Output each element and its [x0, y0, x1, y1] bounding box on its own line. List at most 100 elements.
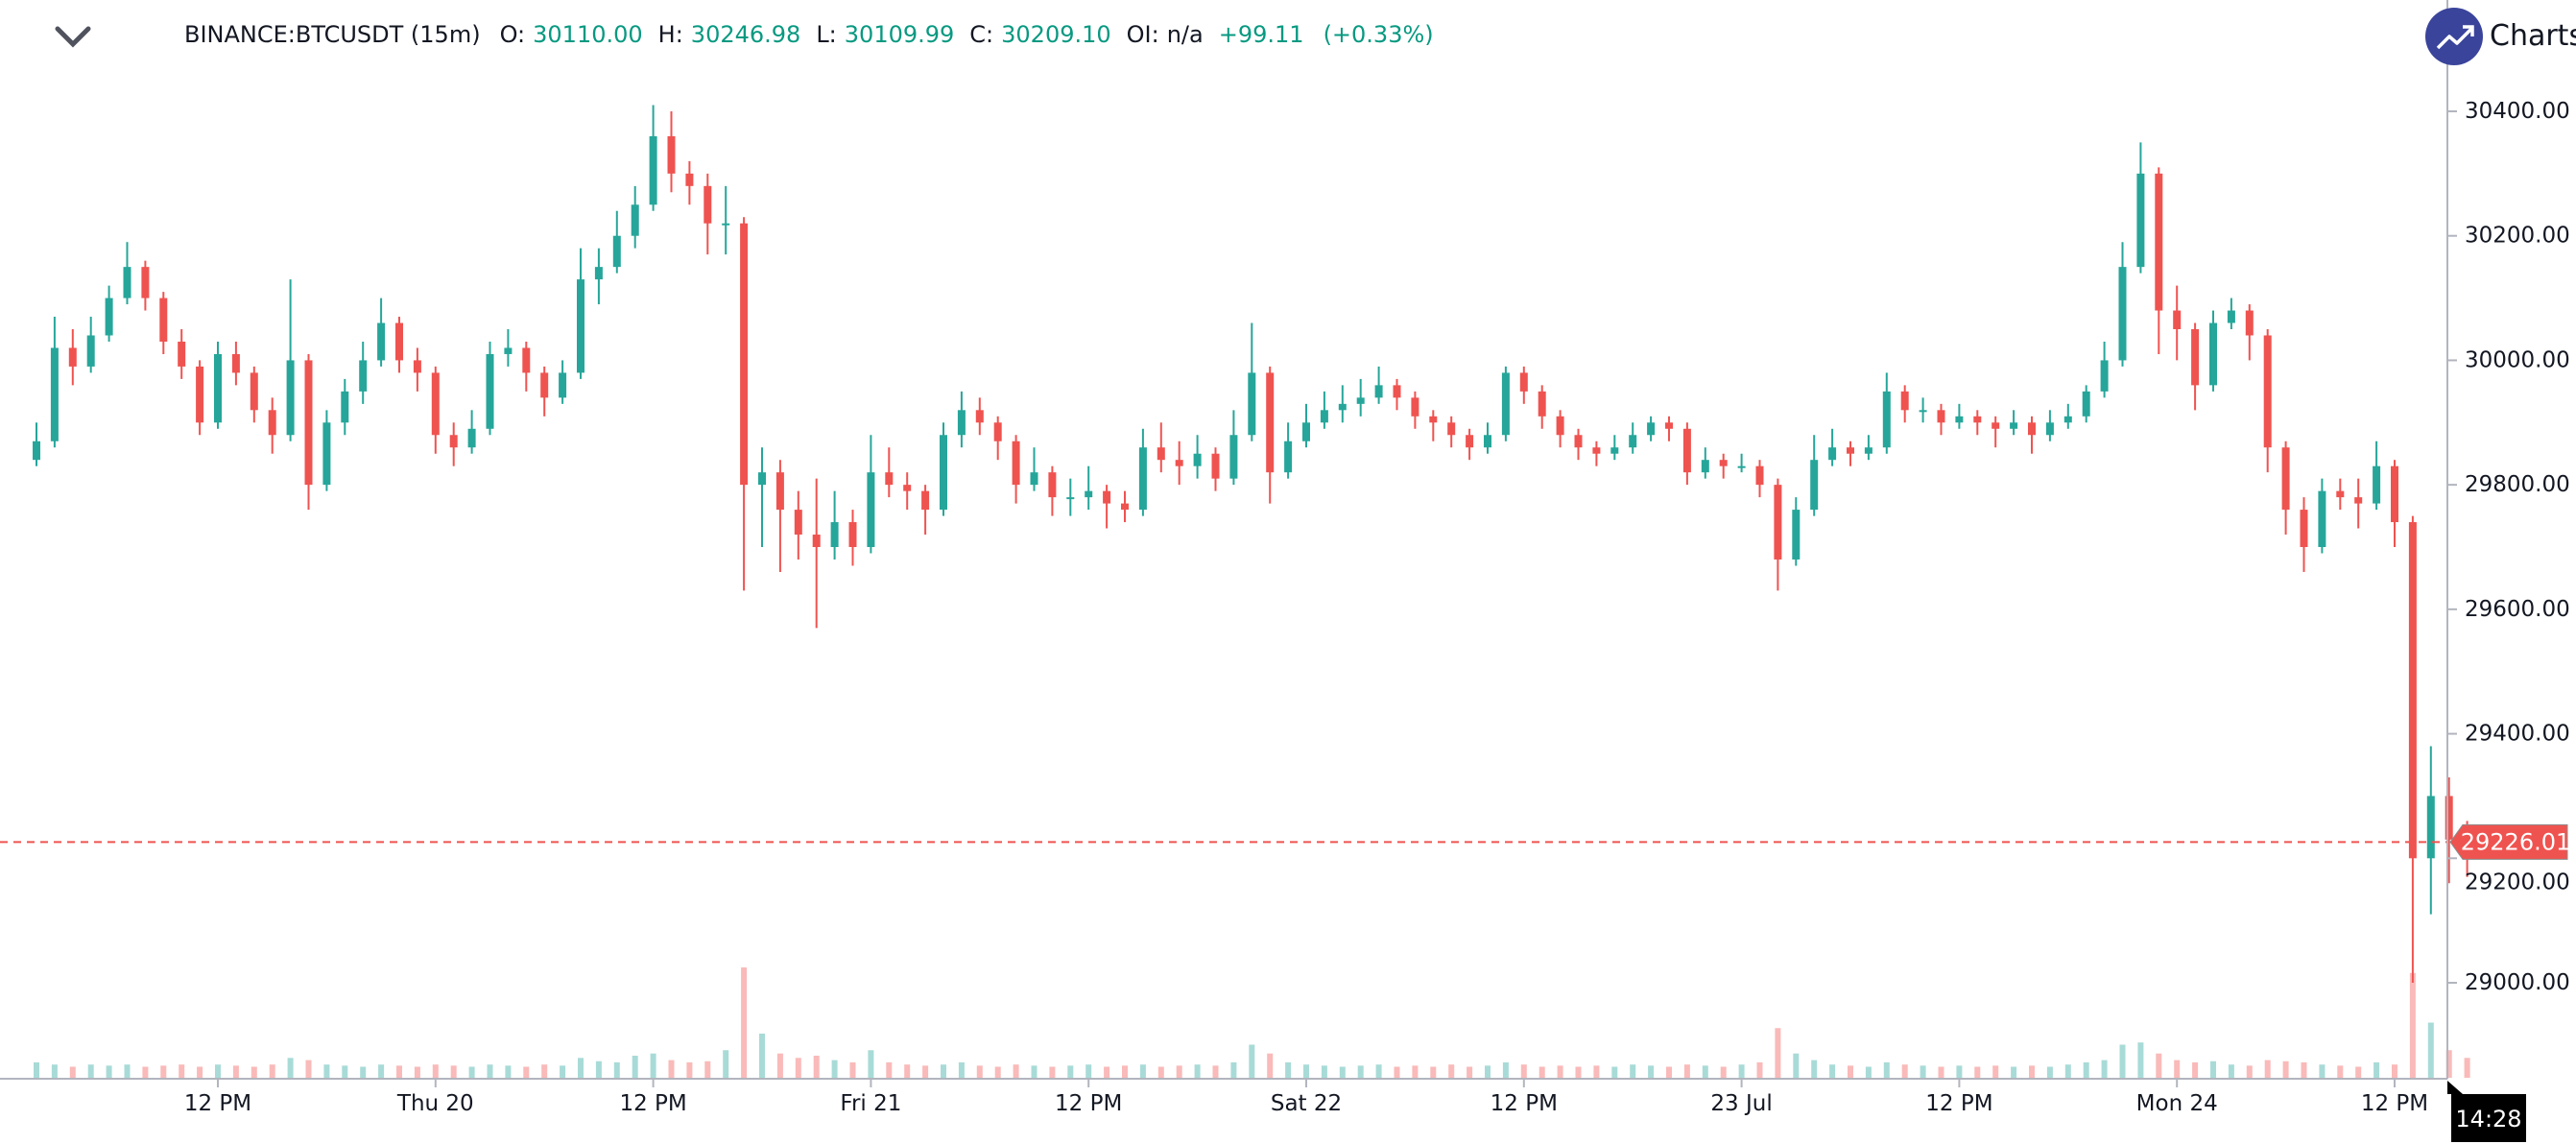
candle[interactable] — [1484, 422, 1491, 454]
candle[interactable] — [1755, 460, 1764, 498]
candle[interactable] — [885, 447, 894, 498]
candle[interactable] — [1193, 435, 1202, 479]
candle[interactable] — [2118, 242, 2127, 367]
candle[interactable] — [1629, 422, 1637, 454]
candle[interactable] — [1302, 403, 1310, 448]
candle[interactable] — [1592, 441, 1601, 466]
candle[interactable] — [812, 478, 821, 629]
candle[interactable] — [105, 285, 113, 342]
candle[interactable] — [559, 360, 567, 404]
candle[interactable] — [2227, 298, 2235, 329]
candle[interactable] — [1556, 410, 1564, 448]
candle[interactable] — [1374, 366, 1383, 404]
candle[interactable] — [848, 510, 857, 566]
candle[interactable] — [1393, 378, 1401, 411]
candle[interactable] — [50, 317, 59, 448]
candle[interactable] — [1211, 447, 1220, 491]
candle[interactable] — [268, 397, 276, 454]
candle[interactable] — [1900, 385, 1909, 423]
candle[interactable] — [2010, 410, 2018, 436]
candle[interactable] — [1774, 478, 1782, 591]
candle[interactable] — [1937, 403, 1945, 436]
candle[interactable] — [141, 260, 150, 311]
candle[interactable] — [1719, 453, 1728, 479]
candle[interactable] — [794, 490, 802, 560]
symbol-label[interactable]: BINANCE:BTCUSDT (15m) — [184, 21, 481, 48]
candle[interactable] — [1447, 416, 1456, 448]
time-axis[interactable]: 12 PM Thu 20 12 PM Fri 21 12 PM Sat 22 12 PM 23… — [184, 1079, 2428, 1116]
candle[interactable] — [1229, 410, 1238, 486]
candle[interactable] — [1320, 391, 1328, 429]
candle[interactable] — [1048, 465, 1057, 516]
candle[interactable] — [830, 490, 839, 560]
candle[interactable] — [2336, 478, 2345, 511]
candle[interactable] — [2300, 497, 2308, 572]
candle[interactable] — [1121, 490, 1129, 523]
candle[interactable] — [377, 298, 386, 367]
candle[interactable] — [1864, 435, 1872, 461]
candle[interactable] — [395, 317, 403, 373]
candle[interactable] — [758, 447, 766, 547]
candle[interactable] — [2445, 776, 2453, 884]
candle[interactable] — [522, 341, 531, 392]
candle[interactable] — [993, 416, 1002, 461]
candle[interactable] — [2100, 341, 2109, 398]
candle[interactable] — [667, 111, 676, 193]
candle[interactable] — [2045, 410, 2054, 441]
candle[interactable] — [1284, 422, 1293, 479]
candle[interactable] — [1175, 441, 1183, 486]
candle[interactable] — [1610, 435, 1619, 461]
candle[interactable] — [1574, 428, 1583, 461]
candle[interactable] — [486, 341, 494, 436]
candle[interactable] — [1973, 410, 1982, 436]
candle[interactable] — [159, 292, 168, 354]
candle[interactable] — [68, 329, 77, 386]
candle[interactable] — [1266, 366, 1275, 504]
candle[interactable] — [214, 341, 222, 429]
candle[interactable] — [86, 317, 95, 373]
candle[interactable] — [594, 248, 603, 305]
candle[interactable] — [975, 397, 984, 436]
candle[interactable] — [649, 105, 657, 211]
candle[interactable] — [250, 366, 258, 423]
brand-text[interactable]: Charts | — [2490, 19, 2576, 53]
candle[interactable] — [1085, 465, 1093, 511]
candle[interactable] — [322, 410, 331, 491]
candle[interactable] — [740, 217, 749, 591]
candle[interactable] — [1501, 366, 1510, 441]
candle[interactable] — [1792, 497, 1801, 566]
candle[interactable] — [1647, 416, 1656, 441]
candle[interactable] — [1338, 385, 1347, 423]
candle[interactable] — [2281, 441, 2290, 536]
candle[interactable] — [1519, 366, 1528, 404]
candle[interactable] — [1955, 403, 1964, 429]
candle[interactable] — [1012, 435, 1020, 504]
candle[interactable] — [1737, 453, 1746, 473]
candle[interactable] — [1138, 428, 1147, 516]
candle[interactable] — [2318, 478, 2326, 554]
candle[interactable] — [123, 242, 131, 305]
candle[interactable] — [612, 210, 621, 274]
candle[interactable] — [2209, 310, 2217, 392]
candle[interactable] — [467, 410, 476, 454]
candle[interactable] — [903, 472, 912, 511]
chevron-down-icon[interactable] — [54, 23, 92, 52]
candle[interactable] — [2028, 416, 2036, 454]
candle[interactable] — [2191, 322, 2200, 411]
candle[interactable] — [1701, 447, 1709, 479]
candle[interactable] — [449, 422, 458, 466]
candle[interactable] — [1682, 422, 1691, 486]
candle[interactable] — [685, 160, 694, 205]
candle[interactable] — [2173, 285, 2182, 361]
candle[interactable] — [2426, 746, 2435, 915]
candle[interactable] — [2063, 403, 2072, 429]
candle[interactable] — [867, 435, 875, 554]
candle[interactable] — [1248, 322, 1256, 441]
candle[interactable] — [2354, 478, 2363, 529]
candle[interactable] — [940, 422, 947, 516]
candle[interactable] — [1538, 385, 1546, 429]
candle[interactable] — [178, 329, 186, 379]
candle[interactable] — [722, 185, 730, 255]
candle[interactable] — [2263, 329, 2272, 473]
